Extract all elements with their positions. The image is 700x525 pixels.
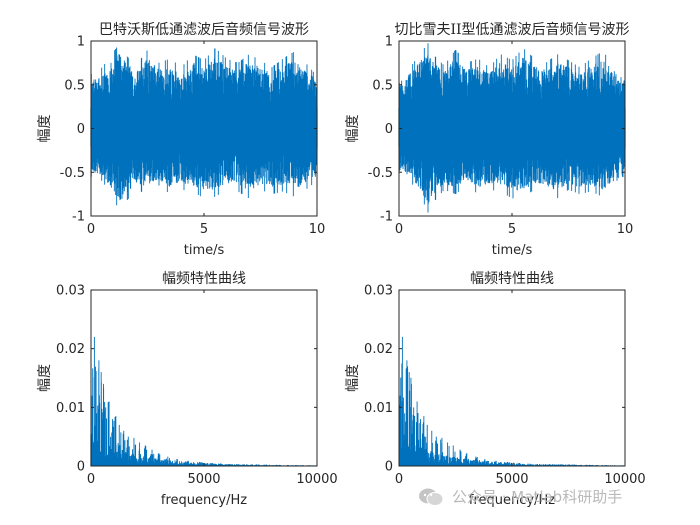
waveform-core: [90, 96, 318, 161]
chart-title: 巴特沃斯低通滤波后音频信号波形: [99, 21, 309, 38]
y-axis-label: 幅度: [345, 364, 361, 392]
y-tick-label: 1: [77, 35, 85, 50]
y-tick-label: 0.5: [64, 78, 85, 93]
chart-1: 0 5 10 -1 -0.5 0 0.5 1 巴特沃斯低通滤波后音频信号波形 time/s 幅度: [37, 21, 325, 258]
y-axis-label: 幅度: [37, 364, 53, 392]
y-tick-label: -1: [72, 210, 85, 225]
chart-title: 幅频特性曲线: [470, 271, 554, 287]
y-tick-label: 0.5: [372, 78, 393, 93]
x-tick-label: 10: [309, 222, 326, 237]
chart-title: 幅频特性曲线: [162, 271, 246, 287]
x-tick-label: 0: [395, 222, 403, 237]
y-tick-label: 0.02: [364, 342, 393, 357]
y-tick-label: 0.03: [364, 284, 393, 299]
chart-3: 0 5000 10000 0 0.01 0.02 0.03 幅频特性曲线 frequency/H…: [37, 271, 338, 508]
y-tick-label: 0.02: [56, 342, 85, 357]
chart-4: 0 5000 10000 0 0.01 0.02 0.03 幅频特性曲线 frequency/H…: [345, 271, 646, 508]
x-tick-label: 10000: [604, 472, 645, 487]
waveform-core: [398, 96, 626, 161]
y-axis-label: 幅度: [345, 115, 361, 143]
plot-area: [91, 290, 317, 466]
y-tick-label: 1: [385, 35, 393, 50]
chart-title: 切比雪夫II型低通滤波后音频信号波形: [394, 21, 629, 38]
x-tick-label: 0: [87, 222, 95, 237]
y-tick-label: 0.01: [364, 401, 393, 416]
x-axis-label: frequency/Hz: [161, 493, 247, 508]
watermark-text: 公众号 · Matlab科研助手: [452, 488, 623, 506]
watermark: 公众号 · Matlab科研助手: [418, 486, 622, 507]
x-tick-label: 10000: [296, 472, 337, 487]
x-tick-label: 10: [617, 222, 634, 237]
y-tick-label: 0.01: [56, 401, 85, 416]
y-tick-label: 0: [385, 122, 393, 137]
y-tick-label: 0: [77, 122, 85, 137]
y-tick-label: -1: [380, 210, 393, 225]
y-tick-label: -0.5: [60, 166, 85, 181]
plot-area: [399, 290, 625, 466]
x-tick-label: 0: [87, 472, 95, 487]
x-tick-label: 5: [200, 222, 208, 237]
y-tick-label: 0.03: [56, 284, 85, 299]
x-tick-label: 5000: [495, 472, 528, 487]
y-tick-label: -0.5: [368, 166, 393, 181]
x-tick-label: 5000: [187, 472, 220, 487]
x-tick-label: 0: [395, 472, 403, 487]
x-axis-label: time/s: [184, 243, 225, 258]
wechat-icon: [419, 488, 444, 506]
y-tick-label: 0: [77, 460, 85, 475]
x-tick-label: 5: [508, 222, 516, 237]
y-tick-label: 0: [385, 460, 393, 475]
y-axis-label: 幅度: [37, 115, 53, 143]
x-axis-label: frequency/Hz: [469, 493, 555, 508]
x-axis-label: time/s: [492, 243, 533, 258]
